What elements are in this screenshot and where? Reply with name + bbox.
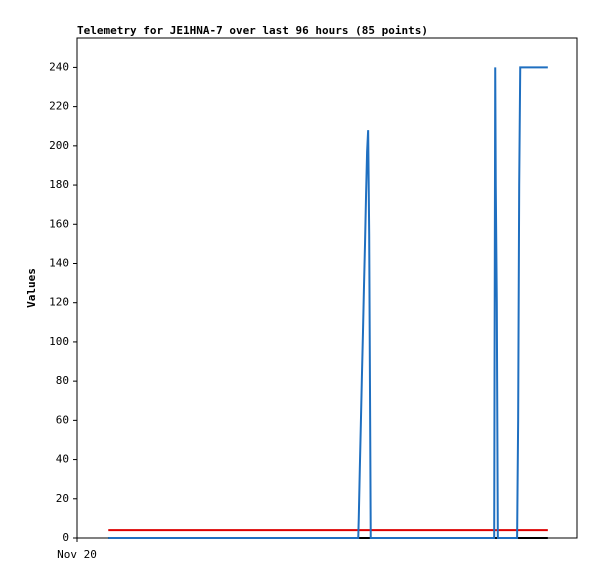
- y-tick-label: 240: [49, 60, 69, 73]
- y-tick-label: 0: [62, 531, 69, 544]
- y-tick-label: 180: [49, 178, 69, 191]
- y-tick-label: 200: [49, 139, 69, 152]
- y-tick-label: 60: [56, 413, 69, 426]
- y-tick-label: 140: [49, 256, 69, 269]
- y-tick-label: 40: [56, 453, 69, 466]
- y-tick-label: 220: [49, 100, 69, 113]
- y-tick-label: 100: [49, 335, 69, 348]
- y-tick-label: 160: [49, 217, 69, 230]
- series-line: [108, 66, 548, 539]
- y-axis-label: Values: [25, 268, 38, 308]
- chart-title: Telemetry for JE1HNA-7 over last 96 hour…: [77, 24, 428, 37]
- y-tick-label: 20: [56, 492, 69, 505]
- x-tick-label: Nov 20: [57, 548, 97, 561]
- y-tick-label: 80: [56, 374, 69, 387]
- y-tick-label: 120: [49, 296, 69, 309]
